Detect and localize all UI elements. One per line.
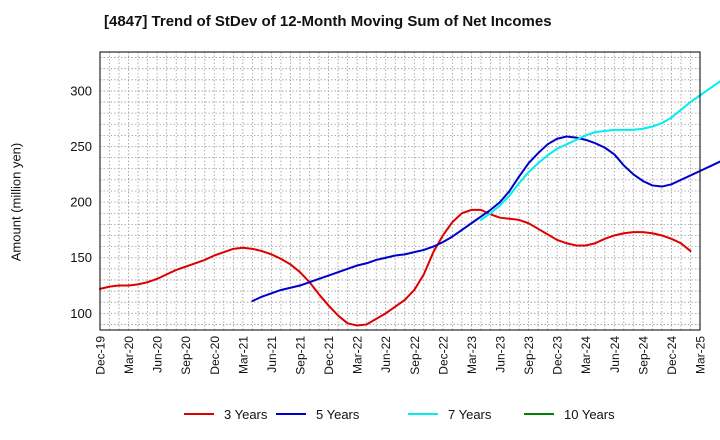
y-tick-label: 300 (70, 83, 92, 98)
plot-frame (99, 51, 701, 331)
x-tick-label: Jun-22 (379, 336, 393, 373)
x-tick-label: Sep-24 (636, 336, 650, 375)
legend-label: 3 Years (224, 406, 268, 422)
legend-swatch (408, 413, 438, 415)
series-line-5-years (251, 135, 720, 303)
x-tick-label: Mar-24 (579, 336, 593, 374)
series-layer (99, 80, 720, 327)
legend-swatch (276, 413, 306, 415)
legend-swatch (524, 413, 554, 415)
x-tick-label: Dec-19 (94, 336, 108, 375)
y-tick-label: 200 (70, 195, 92, 210)
x-tick-label: Dec-24 (665, 336, 679, 375)
x-tick-label: Mar-21 (236, 336, 250, 374)
y-tick-labels: 100 150 200 250 300 (70, 83, 92, 320)
legend: 3 Years 5 Years 7 Years 10 Years (0, 404, 720, 424)
x-tick-label: Jun-24 (608, 336, 622, 373)
series-line-7-years (479, 80, 720, 221)
legend-swatch (184, 413, 214, 415)
legend-item: 10 Years (524, 404, 615, 424)
x-tick-label: Dec-20 (208, 336, 222, 375)
x-tick-label: Jun-23 (494, 336, 508, 373)
legend-item: 7 Years (408, 404, 491, 424)
x-tick-label: Jun-20 (151, 336, 165, 373)
chart-title: [4847] Trend of StDev of 12-Month Moving… (104, 13, 552, 30)
y-tick-label: 150 (70, 250, 92, 265)
x-tick-label: Sep-23 (522, 336, 536, 375)
x-tick-label: Mar-25 (694, 336, 708, 374)
x-tick-label: Dec-21 (322, 336, 336, 375)
legend-item: 3 Years (184, 404, 267, 424)
x-tick-label: Mar-20 (122, 336, 136, 374)
grid-layer (100, 52, 700, 330)
legend-item: 5 Years (276, 404, 359, 424)
y-tick-label: 100 (70, 306, 92, 321)
x-tick-labels: Dec-19 Mar-20 Jun-20 Sep-20 Dec-20 Mar-21 Jun-… (94, 336, 708, 375)
legend-label: 5 Years (316, 406, 360, 422)
y-tick-label: 250 (70, 139, 92, 154)
x-tick-label: Mar-23 (465, 336, 479, 374)
legend-label: 10 Years (564, 406, 615, 422)
x-tick-label: Sep-20 (179, 336, 193, 375)
legend-label: 7 Years (448, 406, 492, 422)
x-tick-label: Sep-21 (294, 336, 308, 375)
series-line-3-years (99, 208, 692, 327)
x-tick-label: Dec-22 (436, 336, 450, 375)
x-tick-label: Dec-23 (551, 336, 565, 375)
x-tick-label: Jun-21 (265, 336, 279, 373)
x-tick-label: Mar-22 (351, 336, 365, 374)
x-tick-label: Sep-22 (408, 336, 422, 375)
